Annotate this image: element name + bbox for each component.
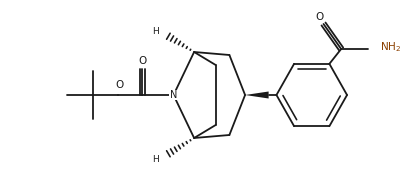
Text: H: H — [153, 26, 159, 36]
Text: O: O — [115, 80, 124, 90]
Text: O: O — [138, 56, 146, 66]
Polygon shape — [245, 91, 269, 98]
Text: NH$_2$: NH$_2$ — [380, 40, 401, 54]
Text: N: N — [170, 90, 177, 100]
Text: O: O — [315, 12, 324, 22]
Text: H: H — [153, 154, 159, 163]
